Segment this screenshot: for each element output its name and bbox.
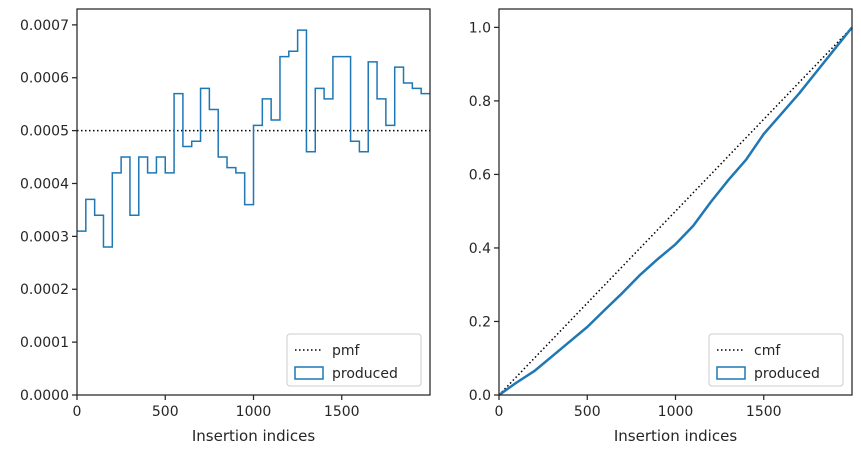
y-tick-label: 0.0003 [20,229,69,245]
legend: pmf produced [286,333,422,387]
x-tick-label: 1000 [658,404,694,420]
y-tick-label: 0.0 [469,388,491,404]
x-tick-label: 500 [152,404,179,420]
y-tick-label: 0.0007 [20,18,69,34]
x-tick-label: 0 [73,404,82,420]
pmf-chart: 0 500 1000 1500 0.0000 0.0001 0.0002 0.0003 0.00… [20,8,431,445]
y-tick-label: 0.0005 [20,124,69,140]
legend-swatch-produced [294,366,324,380]
produced-cumulative-series [498,26,853,397]
legend-label-pmf: pmf [332,343,361,359]
produced-histogram-series [77,29,430,248]
y-tick-label: 0.2 [469,314,491,330]
cmf-chart: 0 500 1000 1500 0.0 0.2 0.4 0.6 0.8 1.0 Insertion … [469,8,853,445]
x-tick-label: 500 [574,404,601,420]
legend-box [286,333,422,387]
y-tick-label: 0.6 [469,167,491,183]
legend-swatch-produced [716,366,746,380]
y-tick-label: 0.0002 [20,282,69,298]
y-tick-label: 0.0000 [20,388,69,404]
legend: cmf produced [708,333,844,387]
y-tick-label: 0.0006 [20,71,69,87]
y-tick-label: 0.8 [469,94,491,110]
x-tick-label: 1500 [746,404,782,420]
x-tick-label: 1500 [324,404,360,420]
x-axis-title: Insertion indices [614,427,737,445]
legend-label-cmf: cmf [754,343,781,359]
x-tick-label: 1000 [236,404,272,420]
y-tick-label: 0.0004 [20,176,69,192]
y-tick-label: 0.4 [469,241,491,257]
x-axis-title: Insertion indices [192,427,315,445]
legend-box [708,333,844,387]
y-tick-label: 1.0 [469,20,491,36]
cmf-reference-line [498,26,853,396]
legend-label-produced: produced [332,366,398,382]
legend-label-produced: produced [754,366,820,382]
x-tick-label: 0 [495,404,504,420]
y-tick-label: 0.0001 [20,335,69,351]
